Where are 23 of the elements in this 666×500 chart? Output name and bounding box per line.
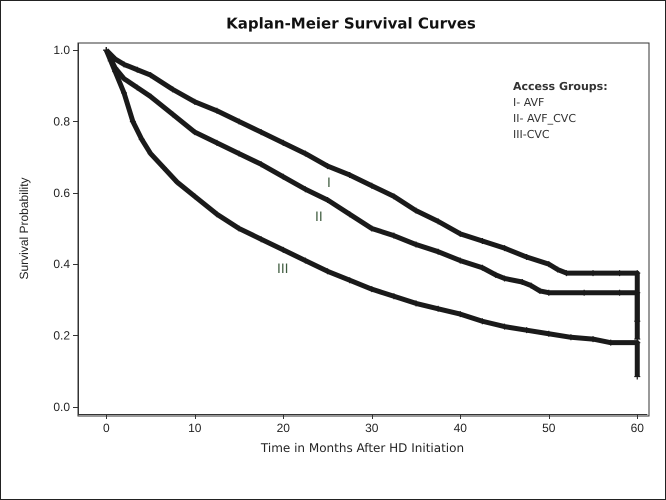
annotation: II [315,210,323,225]
y-tick-label: 0.6 [53,186,70,200]
x-tick-label: 0 [102,421,110,435]
y-axis-title: Survival Probability [17,177,31,280]
x-tick-label: 40 [454,421,468,435]
x-axis-title: Time in Months After HD Initiation [260,441,464,455]
annotation: Access Groups: [513,80,608,93]
x-tick-label: 60 [630,421,644,435]
chart-title: Kaplan-Meier Survival Curves [226,14,476,32]
y-tick-label: 0.0 [53,400,70,414]
annotation: III [277,262,289,277]
annotation: II- AVF_CVC [513,112,576,125]
x-tick-label: 10 [188,421,202,435]
x-tick-label: 50 [542,421,556,435]
x-tick-label: 20 [276,421,290,435]
x-tick-label: 30 [365,421,379,435]
annotation: I- AVF [513,96,544,109]
y-tick-label: 1.0 [53,43,70,58]
annotation: I [327,176,331,191]
annotation: III-CVC [513,128,550,141]
y-tick-label: 0.4 [53,257,70,272]
y-tick-label: 0.2 [53,328,70,343]
y-tick-label: 0.8 [53,114,70,128]
